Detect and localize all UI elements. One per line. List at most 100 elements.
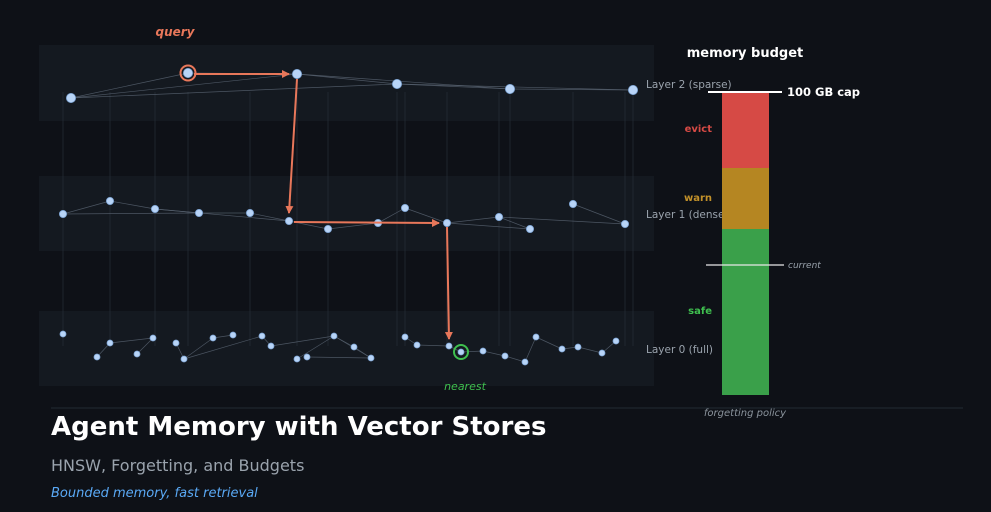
layer-0-band: [39, 311, 654, 386]
layer-0-node: [501, 352, 509, 360]
layer-0-node: [350, 343, 358, 351]
layer-1-node: [621, 219, 630, 228]
layer-0-node: [293, 355, 301, 363]
layer-1-edge: [327, 222, 379, 230]
budget-title: memory budget: [687, 46, 803, 61]
layer-0-node: [267, 342, 275, 350]
layer-2-edge: [70, 73, 298, 99]
layer-1-edge: [404, 207, 448, 224]
layer-2-label: Layer 2 (sparse): [646, 79, 732, 91]
layer-2-edge: [296, 73, 398, 85]
graph-edges: [62, 72, 634, 363]
layer-0-edge: [109, 337, 154, 344]
layer-0-node: [59, 330, 67, 338]
layer-0-edge: [183, 337, 214, 360]
search-path: [194, 70, 453, 340]
layer-1-node: [400, 203, 409, 212]
layer-1-edge: [249, 212, 290, 222]
layer-1-edge: [572, 203, 626, 225]
layer-2-node: [504, 84, 515, 95]
layer-2-edge: [70, 72, 189, 99]
layer-0-edge: [577, 346, 603, 354]
layer-0-node: [93, 353, 101, 361]
layer-0-edge: [524, 336, 537, 363]
layer-0-edge: [270, 335, 335, 347]
layer-2-edge: [509, 88, 634, 91]
graph-nodes: [59, 68, 639, 366]
layer-2-edge: [70, 83, 398, 99]
layer-2-node: [182, 68, 193, 79]
layer-1-edge: [446, 222, 531, 230]
layer-0-node: [229, 331, 237, 339]
layer-2-band: [39, 45, 654, 121]
layer-0-edge: [136, 337, 154, 355]
layer-0-edge: [296, 335, 335, 360]
policy-label: forgetting policy: [704, 408, 787, 419]
nearest-label: nearest: [444, 380, 487, 393]
layer-2-edge: [396, 83, 634, 91]
path-arrow-l1-hop: [293, 218, 440, 227]
layer-0-node: [445, 342, 453, 350]
zone-label-warn: warn: [684, 193, 712, 204]
layer-0-node: [457, 348, 465, 356]
layer-2-node: [391, 79, 402, 90]
budget-zone-safe: [722, 229, 769, 395]
layer-0-edge: [535, 336, 563, 350]
layer-0-node: [598, 349, 606, 357]
layer-0-edge: [460, 350, 484, 353]
page-title: Agent Memory with Vector Stores: [51, 412, 547, 442]
layer-1-label: Layer 1 (dense): [646, 209, 729, 221]
layer-1-node: [59, 209, 68, 218]
layer-0-node: [521, 358, 529, 366]
layer-0-edge: [482, 350, 506, 357]
layer-1-node: [442, 218, 451, 227]
layer-0-edge: [333, 335, 355, 348]
nearest-ring: [453, 344, 469, 360]
layer-1-edge: [498, 216, 531, 230]
layer-0-edge: [416, 344, 450, 347]
layer-1-node: [569, 199, 578, 208]
layer-0-node: [479, 347, 487, 355]
layer-0-node: [401, 333, 409, 341]
layer-1-node: [150, 204, 159, 213]
layer-1-edge: [109, 200, 156, 210]
budget-zone-evict: [722, 92, 769, 168]
layer-0-node: [558, 345, 566, 353]
page-subtitle: HNSW, Forgetting, and Budgets: [51, 456, 305, 475]
query-label: query: [155, 25, 195, 39]
layer-1-node: [494, 212, 503, 221]
layer-0-node: [258, 332, 266, 340]
path-arrow-down-to-l1: [285, 78, 298, 214]
layer-1-edge: [498, 216, 626, 225]
layer-0-node: [303, 353, 311, 361]
layer-0-node: [330, 332, 338, 340]
layer-0-node: [172, 339, 180, 347]
layer-1-node: [194, 208, 203, 217]
layer-1-edge: [377, 207, 406, 224]
layer-0-node: [413, 341, 421, 349]
layer-0-node: [612, 337, 620, 345]
layer-0-node: [367, 354, 375, 362]
cap-label: 100 GB cap: [787, 85, 860, 99]
layer-2-edge: [396, 83, 511, 90]
layer-1-node: [245, 208, 254, 217]
layer-2-node: [628, 85, 639, 96]
layer-1-node: [106, 196, 115, 205]
layer-2-edge: [296, 73, 511, 90]
page-tagline: Bounded memory, fast retrieval: [51, 486, 258, 501]
layer-2-node: [66, 93, 77, 104]
layer-1-node: [284, 216, 293, 225]
vertical-links: [62, 92, 634, 346]
path-arrow-down-to-l0: [444, 226, 453, 340]
layer-1-edge: [62, 212, 200, 215]
layer-0-node: [180, 355, 188, 363]
layer-0-node: [209, 334, 217, 342]
layer-2-node: [291, 69, 302, 80]
layer-0-node: [149, 334, 157, 342]
zone-label-safe: safe: [688, 306, 712, 317]
layer-1-edge: [446, 216, 500, 224]
budget-zone-warn: [722, 168, 769, 229]
layer-0-node: [532, 333, 540, 341]
layer-1-edge: [154, 208, 290, 222]
